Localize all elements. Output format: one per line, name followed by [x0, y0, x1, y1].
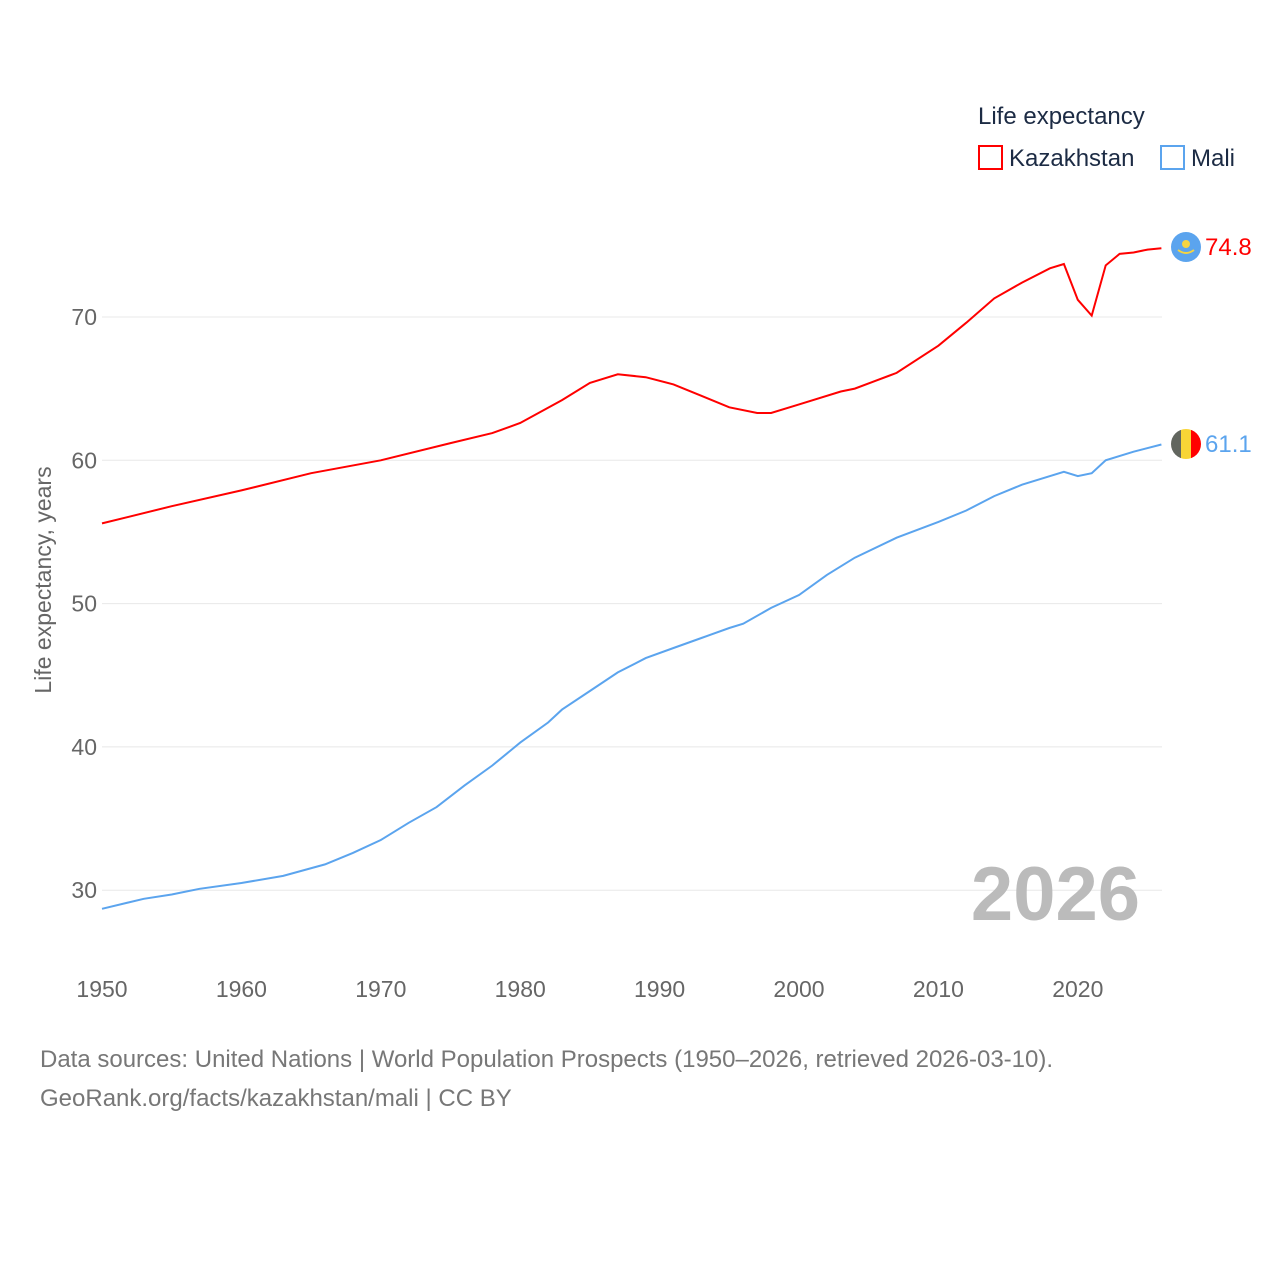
x-tick-label: 2000: [773, 976, 824, 1002]
y-tick-label: 40: [71, 734, 97, 760]
series-line-mali: [101, 443, 1162, 910]
data-source-note: Data sources: United Nations | World Pop…: [40, 1046, 1054, 1073]
legend-label: Kazakhstan: [1009, 145, 1134, 172]
legend-item-mali[interactable]: Mali: [1160, 145, 1235, 172]
attribution-link[interactable]: GeoRank.org/facts/kazakhstan/mali | CC B…: [40, 1085, 512, 1112]
line-chart: 30 40 50 60 70 1950 1960 1970 1980 1990 2000 2010 2…: [30, 103, 1252, 1002]
legend-swatch: [1160, 145, 1185, 170]
mali-flag-icon: [1171, 429, 1201, 459]
legend-title: Life expectancy: [978, 103, 1145, 130]
end-label-kazakhstan: 74.8: [1205, 234, 1252, 261]
year-watermark: 2026: [971, 852, 1140, 937]
x-tick-label: 1960: [216, 976, 267, 1002]
x-tick-label: 1990: [634, 976, 685, 1002]
y-tick-label: 70: [71, 304, 97, 330]
end-label-mali: 61.1: [1205, 431, 1252, 458]
x-tick-label: 2020: [1052, 976, 1103, 1002]
y-tick-label: 60: [71, 447, 97, 473]
legend-label: Mali: [1191, 145, 1235, 172]
series-line-kazakhstan: [101, 247, 1162, 525]
kazakhstan-flag-icon: [1171, 232, 1201, 262]
x-tick-label: 1970: [355, 976, 406, 1002]
y-tick-label: 30: [71, 877, 97, 903]
y-axis-label: Life expectancy, years: [30, 466, 56, 693]
x-tick-label: 1980: [495, 976, 546, 1002]
legend-swatch: [978, 145, 1003, 170]
x-tick-label: 2010: [913, 976, 964, 1002]
x-tick-label: 1950: [76, 976, 127, 1002]
legend-item-kazakhstan[interactable]: Kazakhstan: [978, 145, 1134, 172]
y-tick-label: 50: [71, 591, 97, 617]
